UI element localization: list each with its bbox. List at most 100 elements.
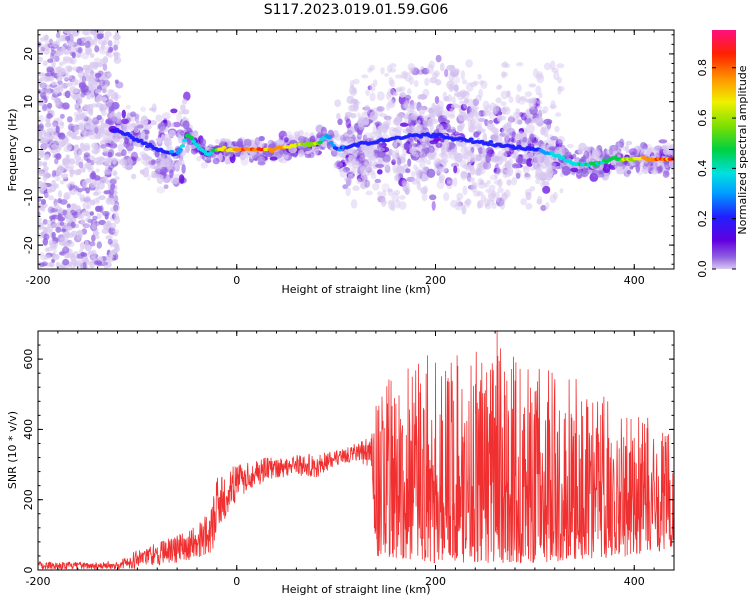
spectrogram-cell (467, 176, 475, 183)
spectrogram-cell (465, 164, 472, 172)
spectrogram-cell (159, 126, 167, 133)
spectrogram-cell (486, 119, 494, 128)
spectrogram-cell (38, 49, 44, 55)
spectrogram-cell (427, 152, 433, 161)
spectrogram-cell (315, 124, 324, 134)
spectrogram-cell (352, 78, 360, 85)
spectrogram-cell (372, 79, 378, 87)
spectrogram-cell (501, 126, 509, 137)
spectrogram-cell (163, 138, 172, 147)
spectrogram-cell (381, 189, 387, 198)
spectrogram-cell (481, 148, 488, 153)
spectrogram-panel: -200 0 200 400 -20 -10 0 10 20 Height of straig… (6, 29, 675, 296)
spectrogram-cell (82, 261, 87, 269)
spectrogram-cell (483, 161, 492, 170)
spectrogram-cell (508, 157, 513, 167)
spectrogram-cell (69, 51, 75, 56)
spectrogram-x-axis-label: Height of straight line (km) (281, 283, 430, 296)
spectrogram-cell (582, 154, 587, 164)
spectrogram-cell (131, 122, 137, 128)
spectrogram-cell (488, 184, 496, 191)
spectrogram-cell (548, 139, 555, 146)
spectrogram-cell (188, 135, 194, 140)
spectrogram-cell (275, 150, 283, 159)
spectrogram-cell (455, 152, 463, 159)
spectrogram-cell (448, 113, 456, 119)
spectrogram-cell (46, 128, 54, 134)
spectrogram-cell (381, 183, 390, 192)
spectrogram-cell (297, 149, 305, 158)
spectrogram-cell (40, 130, 47, 139)
spectrogram-cell (42, 219, 48, 225)
spectrogram-cell (59, 113, 65, 119)
spectrogram-cell (446, 141, 456, 150)
spectrogram-cell (159, 161, 167, 167)
spectrogram-cell (169, 168, 174, 179)
spectrogram-cell (591, 169, 598, 178)
spectrogram-cell (557, 76, 562, 84)
spectrogram-cell (38, 197, 42, 202)
spectrogram-cell (450, 162, 460, 168)
spectrogram-cell (619, 138, 625, 149)
spectrogram-cell (150, 164, 156, 170)
spectrogram-cell (161, 112, 171, 120)
spectrogram-cell (109, 178, 117, 185)
spectrogram-cell (168, 129, 176, 137)
spectrogram-cell (609, 144, 619, 152)
spectrogram-cell (422, 166, 430, 175)
spectrogram-cell (139, 169, 145, 175)
spectrogram-cell (373, 149, 379, 154)
spectrogram-cell (107, 72, 112, 78)
spectrogram-cell (66, 66, 73, 73)
spectrogram-cell (107, 238, 113, 245)
spectrogram-cell (539, 180, 546, 188)
spectrogram-cell (369, 131, 378, 139)
spectrogram-cell (664, 165, 669, 172)
spectrogram-cell (413, 80, 419, 88)
spectrogram-cell (92, 230, 100, 236)
spectrogram-cell (56, 70, 62, 79)
spectrogram-cell (429, 77, 438, 84)
spectrogram-cell (169, 149, 175, 154)
spectrogram-cell (646, 147, 652, 156)
spectrogram-cell (49, 109, 55, 115)
spectrogram-cell (64, 90, 71, 99)
colorbar-tick-label: 0.6 (696, 109, 709, 127)
spectrogram-cell (51, 223, 60, 228)
spectrogram-cell (134, 113, 140, 123)
spectrogram-cell (51, 144, 59, 149)
spectrogram-cell (257, 154, 266, 164)
spectrogram-cell (628, 148, 638, 156)
spectrogram-cell (86, 49, 92, 55)
spectrogram-cell (421, 172, 427, 178)
snr-y-tick-label: 400 (22, 419, 35, 440)
spectrogram-cell (501, 192, 507, 203)
spectrogram-cell (352, 100, 361, 106)
spectrogram-cell (501, 72, 509, 77)
spectrogram-cell (361, 145, 368, 151)
spectrogram-cell (429, 140, 439, 145)
spectrogram-cell (62, 241, 69, 248)
spectrogram-cell (240, 156, 249, 166)
spectrogram-cell (62, 102, 70, 110)
spectrogram-cell (545, 202, 550, 210)
spectrogram-cell (536, 153, 543, 164)
spectrogram-cell (586, 154, 592, 162)
colorbar-tick-label: 0.4 (696, 160, 709, 178)
spectrogram-cell (462, 99, 468, 109)
spectrogram-cell (372, 182, 380, 191)
spectrogram-cell (393, 189, 401, 196)
spectrogram-cell (166, 161, 173, 170)
spectrogram-cell (99, 49, 107, 55)
spectrogram-cell (93, 64, 98, 70)
spectrogram-cell (399, 154, 406, 160)
spectrogram-cell (38, 123, 45, 131)
spectrogram-cell (83, 154, 91, 161)
spectrogram-cell (44, 34, 49, 41)
spectrogram-cell (376, 91, 385, 101)
spectrogram-cell (107, 151, 113, 158)
spectrogram-cell (45, 88, 51, 96)
spectrogram-cell (512, 111, 520, 120)
spectrogram-cell (486, 180, 491, 185)
spectrogram-cell (195, 144, 201, 148)
